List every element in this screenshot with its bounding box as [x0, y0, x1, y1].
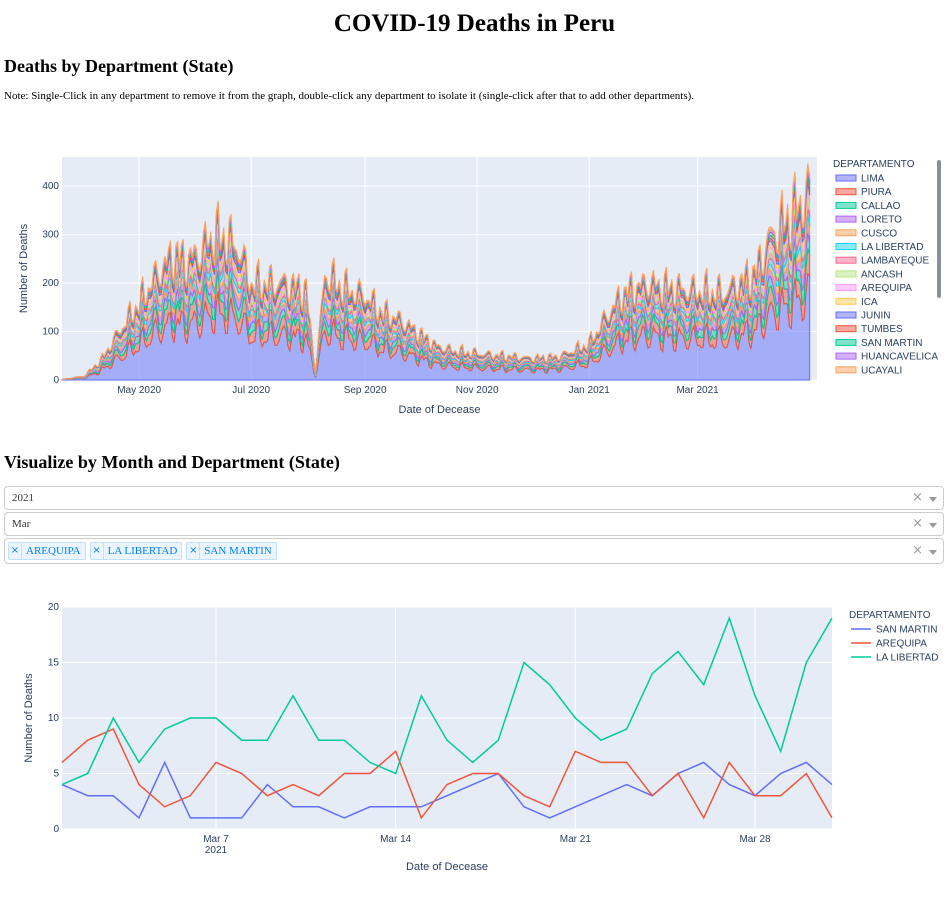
y-axis-title: Number of Deaths [23, 673, 35, 763]
legend-item: AREQUIPA [861, 283, 912, 294]
legend-item: LIMA [861, 174, 885, 185]
y-tick-label: 20 [48, 602, 60, 613]
legend-swatch [835, 256, 857, 264]
x-tick-label: Mar 28 [739, 834, 771, 845]
legend-item: LORETO [861, 215, 902, 226]
legend-swatch [835, 188, 857, 196]
remove-chip-icon[interactable]: × [187, 543, 201, 559]
line-series-san-martin [61, 760, 833, 820]
legend-scrollbar[interactable] [937, 160, 941, 298]
section-title-deaths-by-department: Deaths by Department (State) [4, 56, 234, 76]
remove-chip-icon[interactable]: × [9, 543, 22, 559]
remove-chip-icon[interactable]: × [91, 543, 104, 559]
legend-item: JUNIN [861, 311, 890, 322]
chip-label: AREQUIPA [26, 545, 81, 557]
area-series-ucayali [61, 163, 811, 380]
year-chevron-down-icon[interactable] [929, 497, 937, 502]
department-multiselect[interactable]: × AREQUIPA × LA LIBERTAD × SAN MARTIN × [4, 538, 944, 564]
legend-swatch [835, 325, 857, 333]
legend-swatch [835, 201, 857, 209]
x-tick-label: Jan 2021 [569, 385, 611, 396]
legend-item: SAN MARTIN [861, 338, 923, 349]
legend-item: PIURA [861, 187, 892, 198]
legend-swatch [835, 284, 857, 292]
section-title-month-department: Visualize by Month and Department (State… [4, 452, 340, 472]
legend-item: HUANCAVELICA [861, 352, 938, 363]
x-tick-sublabel: 2021 [205, 845, 228, 856]
y-tick-label: 300 [42, 230, 59, 241]
department-chip-arequipa: × AREQUIPA [8, 542, 86, 560]
legend-swatch [835, 297, 857, 305]
year-clear-icon[interactable]: × [912, 490, 923, 505]
departments-clear-icon[interactable]: × [912, 543, 923, 558]
legend-swatch [835, 215, 857, 223]
legend-item: UCAYALI [861, 365, 902, 376]
legend-swatch [835, 174, 857, 182]
legend-swatch [835, 311, 857, 319]
legend-item: SAN MARTIN [876, 625, 938, 636]
x-tick-label: Nov 2020 [456, 385, 499, 396]
legend-swatch [835, 243, 857, 250]
legend-item: ANCASH [861, 269, 903, 280]
year-dropdown[interactable]: 2021 × [4, 486, 944, 510]
x-tick-label: Mar 7 [203, 834, 229, 845]
x-axis-title: Date of Decease [406, 861, 488, 873]
legend-swatch [835, 352, 857, 360]
line-chart[interactable]: Mar 7 2021 Mar 14 Mar 21 Mar 28 0 5 10 15 20 Date … [0, 595, 949, 880]
year-dropdown-value: 2021 [12, 492, 34, 504]
x-axis-title: Date of Decease [399, 404, 481, 416]
stacked-area-chart[interactable]: May 2020 Jul 2020 Sep 2020 Nov 2020 Jan 2021… [0, 150, 949, 420]
month-chevron-down-icon[interactable] [929, 523, 937, 528]
line-series-arequipa [61, 728, 833, 820]
month-clear-icon[interactable]: × [912, 516, 923, 531]
month-dropdown[interactable]: Mar × [4, 512, 944, 536]
chip-label: SAN MARTIN [204, 545, 272, 557]
legend-item: ICA [861, 297, 878, 308]
y-axis-title: Number of Deaths [18, 223, 30, 313]
page-title: COVID-19 Deaths in Peru [333, 10, 616, 37]
legend-title: DEPARTAMENTO [833, 159, 915, 170]
legend-item: LA LIBERTAD [876, 653, 938, 664]
x-tick-label: Sep 2020 [344, 385, 387, 396]
y-tick-label: 10 [48, 713, 60, 724]
x-tick-label: Mar 2021 [676, 385, 719, 396]
departments-chevron-down-icon[interactable] [929, 550, 937, 555]
x-tick-label: Jul 2020 [232, 385, 270, 396]
legend-swatch [835, 338, 857, 346]
legend-item: TUMBES [861, 324, 903, 335]
y-tick-label: 0 [53, 375, 59, 386]
legend-swatch [835, 229, 857, 237]
x-tick-label: Mar 21 [560, 834, 592, 845]
y-tick-label: 5 [53, 769, 59, 780]
legend-title: DEPARTAMENTO [849, 610, 931, 621]
legend-item: CALLAO [861, 201, 901, 212]
department-chip-la-libertad: × LA LIBERTAD [89, 542, 183, 560]
legend-item: AREQUIPA [876, 639, 927, 650]
line-series-la-libertad [61, 615, 833, 786]
department-chip-san-martin: × SAN MARTIN [186, 542, 277, 560]
legend-item: CUSCO [861, 228, 897, 239]
chip-label: LA LIBERTAD [107, 545, 178, 557]
y-tick-label: 200 [42, 278, 59, 289]
legend-swatch [835, 366, 857, 374]
legend-item: LAMBAYEQUE [861, 256, 929, 267]
x-tick-label: May 2020 [117, 385, 161, 396]
chart-note: Note: Single-Click in any department to … [4, 90, 695, 102]
legend-swatch [835, 270, 857, 278]
y-tick-label: 400 [42, 181, 59, 192]
y-tick-label: 15 [48, 658, 60, 669]
month-dropdown-value: Mar [12, 518, 31, 530]
x-tick-label: Mar 14 [380, 834, 412, 845]
y-tick-label: 100 [42, 327, 59, 338]
y-tick-label: 0 [53, 824, 59, 835]
legend-item: LA LIBERTAD [861, 242, 923, 253]
